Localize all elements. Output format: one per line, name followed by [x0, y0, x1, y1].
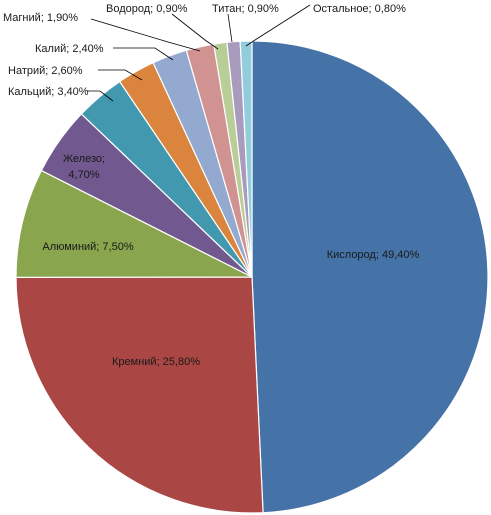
data-label-magnesium: Магний; 1,90% [3, 12, 78, 24]
data-label-iron: Железо; 4,70% [63, 153, 105, 181]
leader-line-titanium [227, 13, 233, 43]
data-label-silicon: Кремний; 25,80% [112, 356, 200, 368]
data-label-oxygen: Кислород; 49,40% [327, 249, 420, 261]
data-label-sodium: Натрий; 2,60% [8, 65, 83, 77]
data-label-aluminium: Алюминий; 7,50% [42, 241, 133, 253]
pie-slice-silicon [15, 276, 264, 514]
data-label-potassium: Калий; 2,40% [35, 43, 104, 55]
pie-slice-other [239, 40, 253, 278]
data-labels: Кислород; 49,40% Кремний; 25,80% Алюминий;… [3, 3, 419, 368]
pie-slices [15, 40, 489, 514]
leader-line-hydrogen [171, 13, 219, 50]
leader-line-calcium [87, 90, 114, 102]
data-label-other: Остальное; 0,80% [313, 3, 406, 15]
leader-line-other [245, 4, 311, 47]
leader-line-magnesium [90, 18, 201, 52]
data-label-hydrogen: Водород; 0,90% [106, 3, 188, 15]
pie-slice-oxygen [251, 40, 489, 514]
data-label-titanium: Титан; 0,90% [212, 3, 279, 15]
data-label-calcium: Кальций; 3,40% [8, 86, 89, 98]
leader-line-sodium [98, 69, 143, 81]
pie-slice-aluminium [15, 169, 253, 278]
leader-lines [87, 4, 311, 102]
leader-line-potassium [113, 47, 174, 61]
